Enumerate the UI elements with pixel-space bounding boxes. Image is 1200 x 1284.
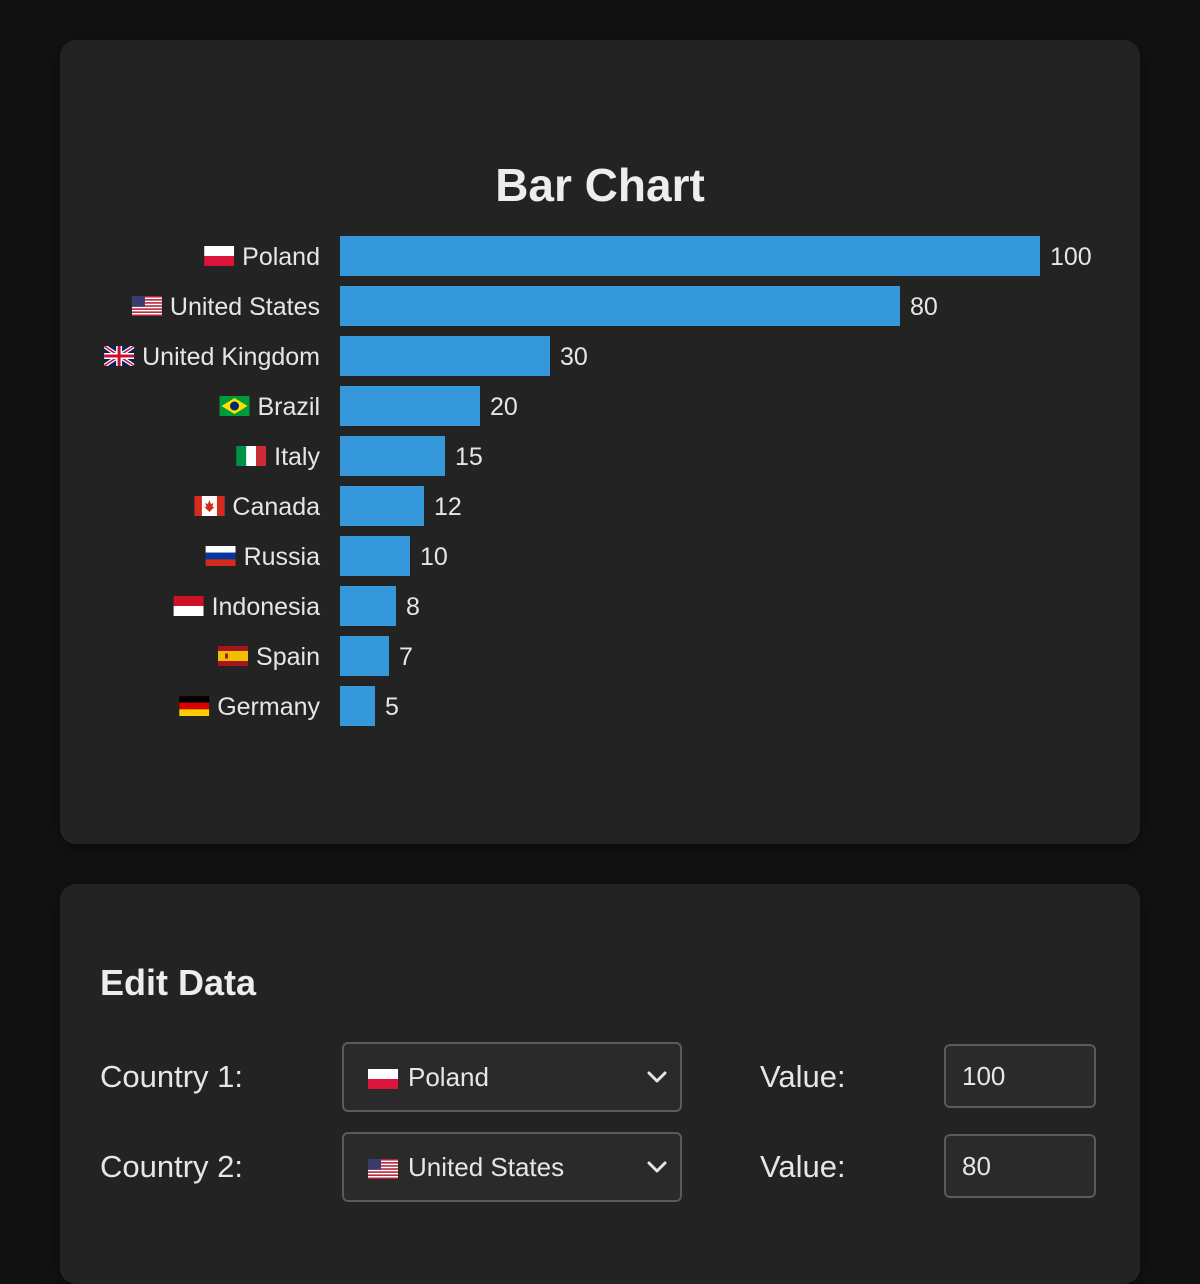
chart-title: Bar Chart bbox=[495, 159, 705, 211]
edit-row-2: Country 2: United States Value: bbox=[60, 1132, 1140, 1202]
flag-brazil-icon bbox=[219, 396, 250, 416]
bar-germany bbox=[340, 686, 375, 726]
flag-italy-icon bbox=[236, 446, 267, 466]
value-2-input[interactable] bbox=[944, 1134, 1096, 1198]
value-1-input[interactable] bbox=[944, 1044, 1096, 1108]
flag-russia-icon bbox=[205, 546, 236, 566]
country-2-selected: United States bbox=[368, 1134, 564, 1200]
chevron-down-icon bbox=[647, 1161, 667, 1173]
flag-united-states-icon bbox=[368, 1159, 398, 1179]
edit-row-1: Country 1: Poland Value: bbox=[60, 1042, 1140, 1112]
category-label-italy: Italy bbox=[274, 443, 320, 471]
category-label-canada: Canada bbox=[232, 493, 320, 521]
value-label-united-states: 80 bbox=[910, 293, 938, 321]
flag-united-states-icon bbox=[131, 296, 162, 316]
value-label-russia: 10 bbox=[420, 543, 448, 571]
value-label-germany: 5 bbox=[385, 693, 399, 721]
bar-brazil bbox=[340, 386, 480, 426]
edit-data-title: Edit Data bbox=[100, 962, 257, 1003]
category-label-germany: Germany bbox=[217, 693, 320, 721]
value-label-indonesia: 8 bbox=[406, 593, 420, 621]
bar-canada bbox=[340, 486, 424, 526]
bar-poland bbox=[340, 236, 1040, 276]
bar-indonesia bbox=[340, 586, 396, 626]
bar-chart: Poland 100 United States 80 United Kingdom 30… bbox=[60, 236, 1092, 726]
value-label-brazil: 20 bbox=[490, 393, 518, 421]
value-label-spain: 7 bbox=[399, 643, 413, 671]
flag-spain-icon bbox=[218, 646, 249, 666]
country-1-label: Country 1: bbox=[100, 1059, 244, 1094]
flag-canada-icon bbox=[194, 496, 225, 516]
value-label-poland: 100 bbox=[1050, 243, 1092, 271]
bar-united-states bbox=[340, 286, 900, 326]
bar-spain bbox=[340, 636, 389, 676]
country-2-selected-label: United States bbox=[408, 1152, 565, 1182]
bar-italy bbox=[340, 436, 445, 476]
value-1-label: Value: bbox=[760, 1059, 846, 1094]
category-label-brazil: Brazil bbox=[257, 393, 320, 421]
value-label-united-kingdom: 30 bbox=[560, 343, 588, 371]
chevron-down-icon bbox=[647, 1071, 667, 1083]
bar-russia bbox=[340, 536, 410, 576]
category-label-indonesia: Indonesia bbox=[212, 593, 321, 621]
country-1-selected: Poland bbox=[368, 1044, 489, 1110]
country-2-label: Country 2: bbox=[100, 1149, 244, 1184]
flag-poland-icon bbox=[204, 246, 235, 266]
chart-card: Bar Chart Poland 100 United States 80 United… bbox=[60, 40, 1140, 844]
flag-indonesia-icon bbox=[173, 596, 204, 616]
flag-germany-icon bbox=[179, 696, 210, 716]
category-label-united-states: United States bbox=[170, 293, 320, 321]
country-1-selected-label: Poland bbox=[408, 1062, 489, 1092]
country-2-select[interactable]: United States bbox=[342, 1132, 682, 1202]
bar-united-kingdom bbox=[340, 336, 550, 376]
value-label-canada: 12 bbox=[434, 493, 462, 521]
flag-united-kingdom-icon bbox=[104, 346, 134, 366]
category-label-russia: Russia bbox=[244, 543, 321, 571]
country-1-select[interactable]: Poland bbox=[342, 1042, 682, 1112]
edit-data-card: Edit Data Country 1: Poland Value: Count… bbox=[60, 884, 1140, 1284]
category-label-united-kingdom: United Kingdom bbox=[142, 343, 320, 371]
category-label-spain: Spain bbox=[256, 643, 320, 671]
value-label-italy: 15 bbox=[455, 443, 483, 471]
flag-poland-icon bbox=[368, 1069, 398, 1089]
category-label-poland: Poland bbox=[242, 243, 320, 271]
value-2-label: Value: bbox=[760, 1149, 846, 1184]
